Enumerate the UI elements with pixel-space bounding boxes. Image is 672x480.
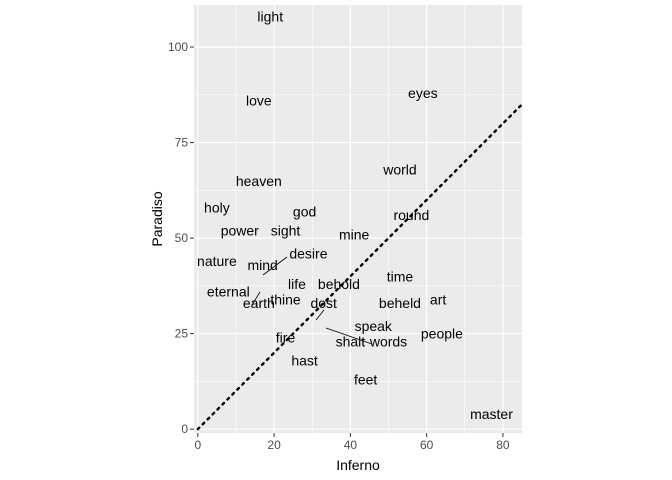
word-label-time: time bbox=[387, 268, 414, 284]
word-label-beheld: beheld bbox=[379, 295, 421, 311]
word-label-feet: feet bbox=[354, 372, 377, 388]
word-label-earth: earth bbox=[243, 295, 275, 311]
word-label-heaven: heaven bbox=[236, 173, 282, 189]
word-label-master: master bbox=[470, 406, 513, 422]
x-axis-title: Inferno bbox=[336, 457, 380, 473]
word-label-art: art bbox=[430, 291, 446, 307]
leader-line bbox=[262, 256, 288, 276]
y-tick-label: 0 bbox=[181, 422, 188, 436]
reference-line-y-equals-x bbox=[196, 103, 524, 431]
y-tick-label: 75 bbox=[175, 136, 189, 150]
word-label-round: round bbox=[393, 207, 429, 223]
word-label-shalt: shalt bbox=[336, 333, 366, 349]
word-label-world: world bbox=[382, 161, 416, 177]
word-label-eyes: eyes bbox=[408, 85, 438, 101]
word-label-speak: speak bbox=[355, 318, 393, 334]
word-label-love: love bbox=[246, 93, 272, 109]
plot-panel bbox=[194, 5, 522, 433]
x-axis-ticks: 0 20 40 60 80 bbox=[194, 433, 510, 452]
word-label-people: people bbox=[421, 326, 463, 342]
word-label-words: words bbox=[369, 333, 407, 349]
x-tick-label: 0 bbox=[194, 438, 201, 452]
word-label-sight: sight bbox=[271, 222, 301, 238]
word-label-thine: thine bbox=[270, 291, 301, 307]
word-label-fire: fire bbox=[276, 329, 296, 345]
y-tick-label: 25 bbox=[175, 327, 189, 341]
word-label-dost: dost bbox=[310, 295, 337, 311]
minor-gridlines bbox=[194, 5, 522, 433]
y-tick-label: 50 bbox=[175, 231, 189, 245]
word-label-mine: mine bbox=[339, 226, 370, 242]
x-tick-label: 80 bbox=[496, 438, 510, 452]
label-leader-lines bbox=[251, 256, 373, 345]
y-axis-ticks: 0 25 50 75 100 bbox=[168, 40, 194, 436]
x-tick-label: 40 bbox=[344, 438, 358, 452]
word-label-light: light bbox=[257, 8, 283, 24]
x-tick-label: 60 bbox=[420, 438, 434, 452]
word-label-holy: holy bbox=[204, 200, 230, 216]
leader-line bbox=[315, 309, 325, 321]
x-tick-label: 20 bbox=[267, 438, 281, 452]
word-label-hast: hast bbox=[291, 352, 318, 368]
word-label-desire: desire bbox=[289, 245, 327, 261]
word-label-mind: mind bbox=[247, 257, 277, 273]
word-label-power: power bbox=[221, 222, 259, 238]
major-gridlines bbox=[194, 5, 522, 433]
leader-line bbox=[325, 327, 373, 345]
word-label-life: life bbox=[288, 276, 306, 292]
word-label-behold: behold bbox=[318, 276, 360, 292]
leader-line bbox=[251, 291, 261, 306]
y-axis-title: Paradiso bbox=[149, 191, 165, 246]
word-label-eternal: eternal bbox=[207, 284, 250, 300]
word-label-god: god bbox=[293, 203, 316, 219]
y-tick-label: 100 bbox=[168, 40, 188, 54]
word-label-nature: nature bbox=[197, 253, 237, 269]
word-labels: light love eyes world heaven holy god round powe… bbox=[197, 8, 513, 421]
